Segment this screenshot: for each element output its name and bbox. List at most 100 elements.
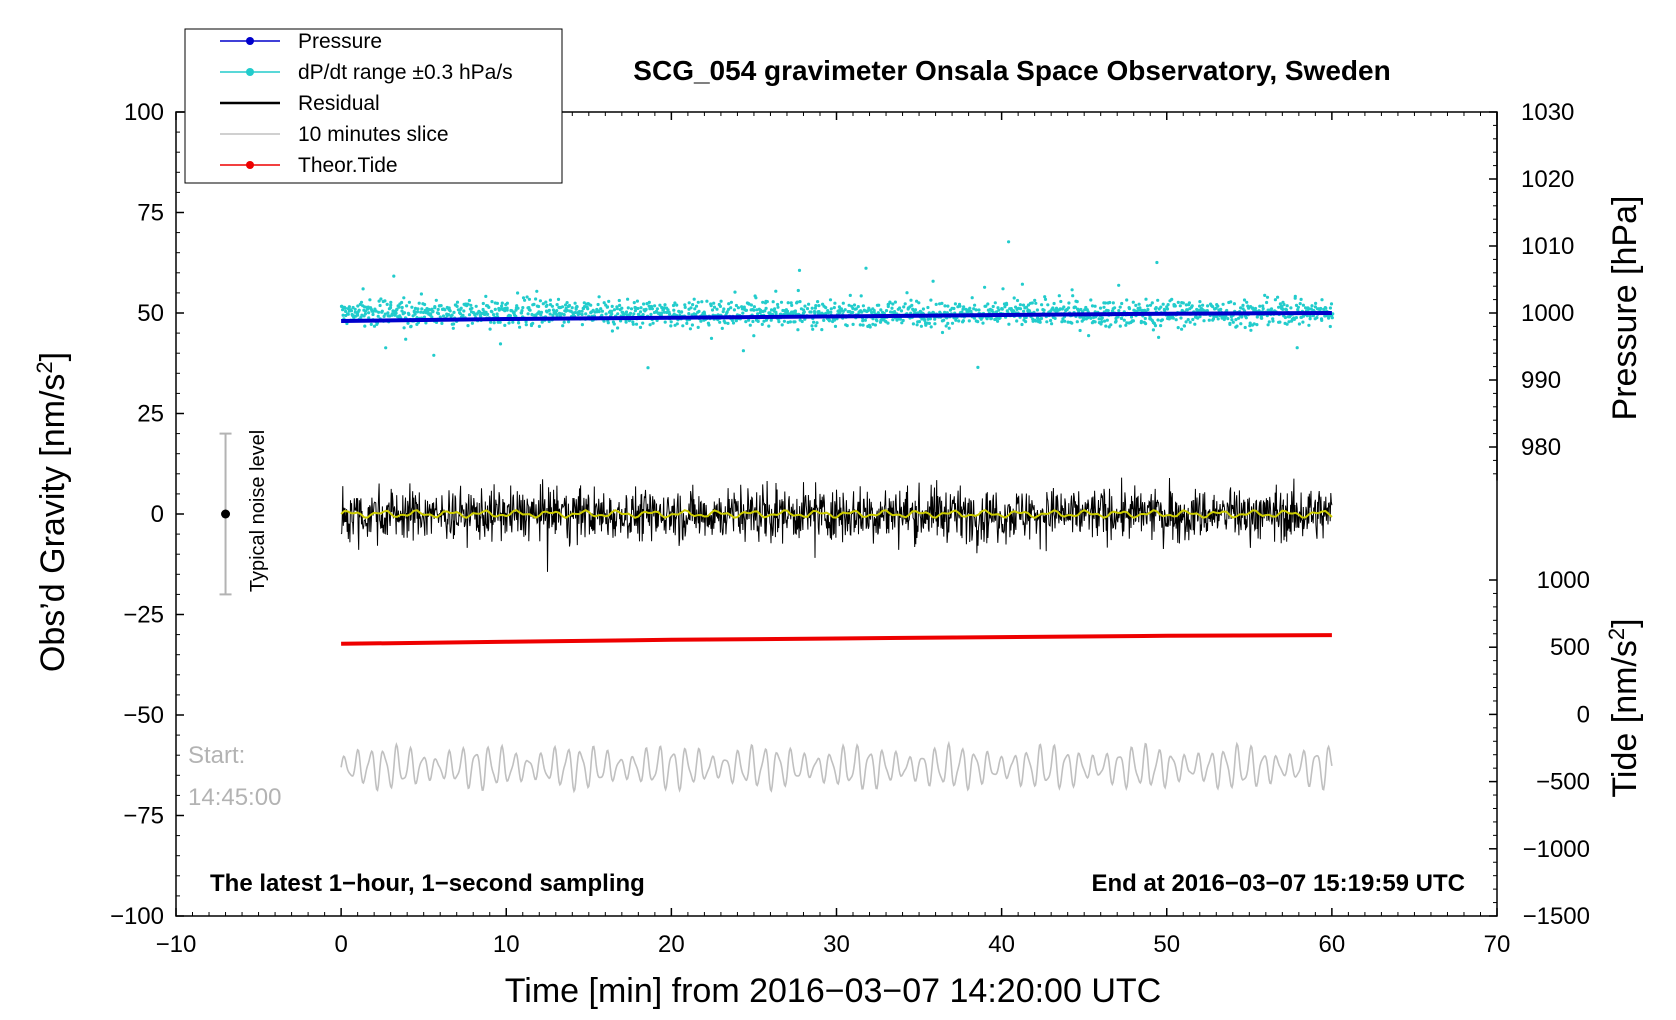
dpdt-point bbox=[943, 304, 947, 308]
dpdt-point bbox=[528, 308, 532, 312]
dpdt-point bbox=[495, 301, 499, 305]
dpdt-point bbox=[997, 308, 1001, 312]
dpdt-point bbox=[1034, 301, 1038, 305]
dpdt-point bbox=[378, 303, 382, 308]
dpdt-point bbox=[814, 324, 818, 328]
dpdt-point bbox=[877, 303, 881, 307]
dpdt-point bbox=[1301, 303, 1305, 307]
dpdt-point bbox=[1292, 316, 1296, 320]
dpdt-point bbox=[1230, 318, 1234, 322]
dpdt-point bbox=[1154, 306, 1158, 310]
legend-marker bbox=[246, 37, 254, 45]
dpdt-point bbox=[1245, 300, 1249, 304]
slice-series bbox=[340, 740, 1333, 794]
dpdt-point bbox=[1263, 293, 1267, 297]
dpdt-point bbox=[567, 303, 572, 308]
dpdt-point bbox=[1188, 320, 1192, 324]
dpdt-point bbox=[580, 323, 585, 327]
dpdt-point bbox=[800, 319, 804, 324]
dpdt-point bbox=[1024, 305, 1029, 309]
x-tick-label: 20 bbox=[658, 931, 685, 958]
dpdt-point bbox=[744, 308, 749, 312]
dpdt-point bbox=[626, 306, 630, 310]
tide-tick-label: 500 bbox=[1550, 634, 1590, 661]
dpdt-point bbox=[858, 323, 862, 327]
dpdt-point bbox=[917, 320, 922, 324]
dpdt-point bbox=[1073, 305, 1077, 309]
dpdt-point bbox=[1265, 300, 1269, 305]
dpdt-point bbox=[1087, 334, 1091, 338]
dpdt-point bbox=[530, 312, 534, 317]
dpdt-point bbox=[537, 304, 541, 309]
dpdt-point bbox=[407, 300, 411, 304]
dpdt-point bbox=[723, 321, 727, 325]
dpdt-point bbox=[1157, 335, 1161, 339]
dpdt-point bbox=[969, 309, 973, 313]
dpdt-point bbox=[707, 323, 711, 327]
dpdt-point bbox=[395, 308, 399, 312]
dpdt-point bbox=[709, 304, 713, 308]
dpdt-point bbox=[961, 307, 965, 311]
dpdt-point bbox=[785, 309, 790, 313]
dpdt-point bbox=[612, 308, 617, 312]
dpdt-point bbox=[417, 301, 421, 305]
dpdt-point bbox=[981, 321, 985, 325]
bottom-left-annotation: The latest 1−hour, 1−second sampling bbox=[210, 870, 645, 897]
dpdt-point bbox=[545, 303, 549, 307]
dpdt-point bbox=[1021, 303, 1026, 307]
dpdt-point bbox=[1131, 319, 1135, 323]
dpdt-point bbox=[1150, 301, 1154, 305]
dpdt-point bbox=[898, 306, 902, 310]
dpdt-point bbox=[1285, 304, 1289, 308]
dpdt-point bbox=[1282, 302, 1286, 307]
dpdt-point bbox=[1109, 323, 1113, 327]
dpdt-point bbox=[1060, 320, 1064, 324]
y-axis-title-gravity: Obs’d Gravity [nm/s2] bbox=[32, 352, 72, 672]
dpdt-point bbox=[413, 306, 418, 310]
dpdt-point bbox=[409, 324, 413, 328]
dpdt-point bbox=[1182, 324, 1186, 328]
dpdt-point bbox=[443, 308, 447, 312]
dpdt-point bbox=[1244, 316, 1248, 320]
dpdt-point bbox=[813, 306, 818, 310]
dpdt-point bbox=[962, 305, 966, 309]
tide-tick-label: 0 bbox=[1577, 701, 1590, 728]
dpdt-point bbox=[602, 301, 606, 305]
x-tick-label: 50 bbox=[1153, 931, 1180, 958]
dpdt-point bbox=[638, 310, 643, 314]
dpdt-point bbox=[829, 307, 833, 311]
dpdt-point bbox=[1108, 300, 1112, 305]
dpdt-point bbox=[916, 311, 920, 315]
dpdt-point bbox=[852, 303, 857, 307]
dpdt-point bbox=[1148, 303, 1153, 307]
dpdt-point bbox=[1176, 326, 1180, 330]
dpdt-point bbox=[339, 304, 344, 308]
dpdt-point bbox=[749, 303, 754, 307]
dpdt-point bbox=[1278, 302, 1282, 306]
dpdt-point bbox=[756, 319, 760, 323]
dpdt-point bbox=[1283, 315, 1287, 320]
dpdt-point bbox=[953, 302, 958, 306]
dpdt-point bbox=[974, 308, 978, 312]
dpdt-point bbox=[1124, 323, 1128, 327]
dpdt-point bbox=[760, 322, 764, 326]
dpdt-point bbox=[995, 316, 999, 320]
dpdt-point bbox=[954, 318, 958, 322]
dpdt-point bbox=[471, 310, 475, 315]
dpdt-point bbox=[854, 307, 858, 311]
dpdt-point bbox=[466, 302, 470, 306]
dpdt-point bbox=[675, 322, 679, 326]
dpdt-point bbox=[732, 308, 737, 312]
dpdt-point bbox=[436, 312, 441, 316]
dpdt-point bbox=[555, 303, 559, 307]
dpdt-point bbox=[829, 310, 833, 314]
dpdt-point bbox=[1276, 295, 1280, 299]
dpdt-point bbox=[752, 305, 757, 309]
dpdt-point bbox=[876, 311, 880, 315]
dpdt-point bbox=[681, 324, 685, 328]
dpdt-point bbox=[961, 319, 966, 323]
dpdt-point bbox=[1117, 283, 1121, 287]
dpdt-point bbox=[863, 318, 868, 322]
dpdt-point bbox=[597, 295, 601, 299]
